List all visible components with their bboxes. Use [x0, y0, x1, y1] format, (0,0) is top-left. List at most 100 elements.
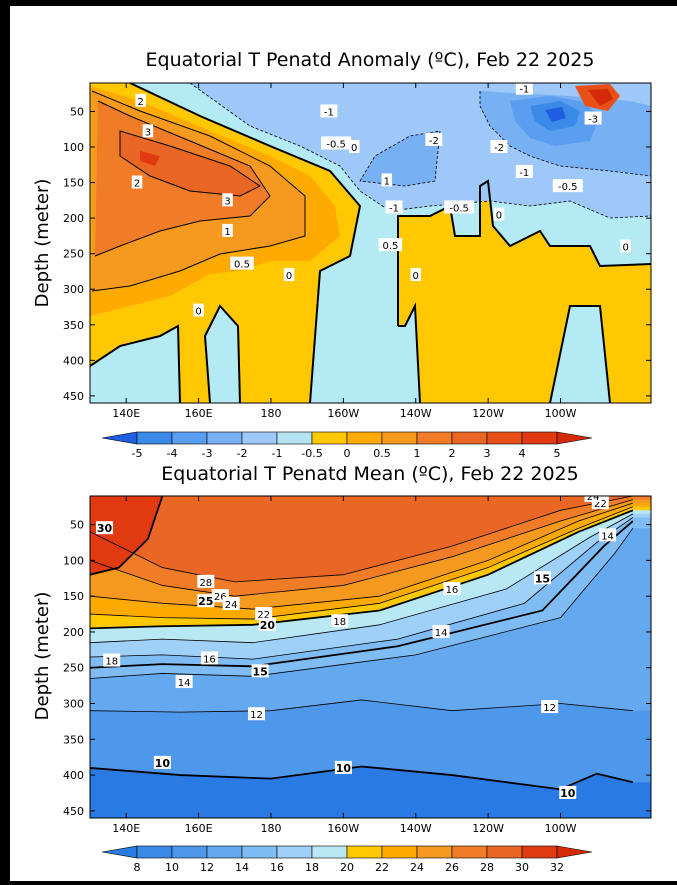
contour-label-text: 14: [435, 628, 448, 639]
contour-label: 2: [135, 93, 146, 108]
contour-label-bg: [321, 136, 352, 150]
contour-label-text: 16: [203, 654, 216, 665]
colorbar-swatch: [311, 431, 348, 445]
contour-label-text: 14: [178, 678, 191, 689]
mean-isotherm-lines: [90, 496, 634, 791]
colorbar-label: 24: [410, 861, 424, 874]
colorbar-swatch: [276, 845, 313, 859]
mean-bands: [90, 496, 651, 790]
y-tick-label: 150: [63, 590, 84, 603]
contour-label-text: 2: [137, 97, 143, 108]
colorbar-swatch: [381, 845, 418, 859]
contour-label-bg: [153, 755, 171, 769]
contour-label-text: 1: [224, 227, 230, 238]
contour-label-text: -0.5: [449, 203, 469, 214]
contour-label: -0.5: [321, 136, 352, 150]
contour-label: 14: [432, 624, 450, 639]
contour-label-bg: [331, 614, 349, 628]
colorbar-swatch: [171, 845, 208, 859]
contour-label-bg: [222, 597, 240, 611]
contour-label-bg: [348, 140, 360, 153]
colorbar-swatch: [206, 431, 243, 445]
x-tick-label: 180: [260, 822, 281, 835]
figure-svg: Equatorial T Penatd Anomaly (ºC), Feb 22…: [32, 49, 652, 874]
contour-label-bg: [334, 760, 352, 774]
colorbar-label: 32: [550, 861, 564, 874]
y-tick-label: 400: [63, 769, 84, 782]
contour-label-bg: [490, 140, 508, 153]
x-tick-label: 140W: [400, 822, 432, 835]
colorbar-swatch: [276, 431, 313, 445]
contour-label: 0: [348, 140, 360, 154]
isotherm-line: [90, 765, 634, 791]
contour-label-bg: [444, 200, 475, 214]
x-tick-label: 140E: [112, 407, 140, 420]
colorbar-label: -1: [272, 447, 283, 460]
anomaly-region-3-to-4: [120, 131, 260, 196]
contour-label-bg: [222, 223, 233, 237]
contour-label: 0: [283, 268, 295, 282]
colorbar-label: 20: [340, 861, 354, 874]
colorbar-swatch: [521, 431, 558, 445]
anomaly-region-4-plus: [140, 151, 160, 166]
contour-label: 10: [559, 785, 577, 800]
contour-label-bg: [251, 664, 269, 678]
y-tick-label: 450: [63, 390, 84, 403]
mean-ylabel: Depth (meter): [32, 592, 53, 721]
contour-label: 24: [584, 496, 602, 503]
y-tick-label: 250: [63, 662, 84, 675]
mean-title: Equatorial T Penatd Mean (ºC), Feb 22 20…: [161, 463, 578, 485]
y-tick-label: 100: [63, 554, 84, 567]
contour-label-bg: [515, 83, 533, 95]
contour-label-text: 10: [560, 787, 576, 800]
y-tick-label: 350: [63, 319, 84, 332]
x-tick-label: 140E: [112, 822, 140, 835]
x-tick-label: 100W: [545, 407, 577, 420]
colorbar-swatch: [486, 431, 523, 445]
contour-label: 3: [222, 193, 233, 207]
anomaly-x-ticks: 140E 160E 180 160W 140W 120W 100W: [112, 83, 577, 420]
contour-label-bg: [378, 238, 403, 252]
contour-label: 2: [131, 175, 143, 190]
contour-label-bg: [200, 651, 218, 665]
isotherm-line: [90, 517, 634, 660]
contour-label-text: 12: [250, 710, 263, 721]
contour-label-bg: [541, 700, 559, 714]
colorbar-swatch: [241, 845, 278, 859]
contour-label-text: 0: [351, 143, 357, 154]
isotherm-line: [90, 499, 634, 597]
contour-label-bg: [599, 528, 617, 542]
contour-label-text: 1: [384, 176, 390, 187]
contour-label-text: 2: [134, 179, 140, 190]
isotherm-line-30: [90, 496, 164, 576]
colorbar-swatch: [136, 845, 173, 859]
isotherm-line: [90, 496, 633, 583]
y-tick-label: 100: [63, 141, 84, 154]
y-tick-label: 50: [70, 105, 84, 118]
colorbar-label: 4: [519, 447, 526, 460]
contour-label: -0.5: [444, 200, 475, 214]
contour-label: 14: [599, 528, 617, 542]
contour-label: 20: [258, 617, 276, 632]
contour-label-bg: [95, 521, 113, 535]
contour-label-text: 18: [105, 657, 118, 668]
colorbar-swatch: [101, 845, 138, 859]
colorbar-swatch: [486, 845, 523, 859]
colorbar-label: -5: [132, 447, 143, 460]
colorbar-label: 1: [414, 447, 421, 460]
colorbar-swatch: [416, 845, 453, 859]
contour-label-bg: [193, 303, 204, 317]
contour-label-text: -1: [519, 85, 529, 96]
colorbar-swatch: [451, 431, 488, 445]
contour-label-text: 15: [535, 572, 550, 585]
y-tick-label: 200: [63, 626, 84, 639]
contour-label-text: -2: [429, 136, 439, 147]
colorbar-label: 18: [305, 861, 319, 874]
y-tick-label: 200: [63, 212, 84, 225]
contour-label-text: 10: [155, 757, 171, 770]
contour-label-text: 0: [413, 271, 419, 282]
contour-label-text: 24: [225, 600, 238, 611]
contour-label-bg: [443, 582, 461, 596]
contour-label-text: 12: [543, 703, 556, 714]
